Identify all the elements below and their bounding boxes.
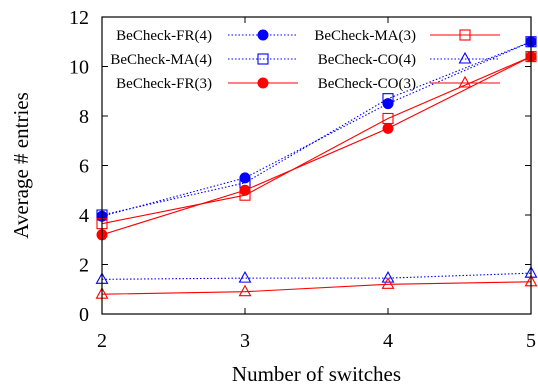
legend-label: BeCheck-FR(4) — [116, 28, 212, 44]
series-line — [101, 281, 532, 295]
series — [95, 266, 538, 284]
legend-item: BeCheck-MA(4) — [110, 52, 298, 68]
data-point — [382, 112, 394, 125]
legend-swatch-marker — [458, 75, 472, 88]
y-tick-label: 0 — [79, 304, 89, 326]
x-tick-label: 3 — [240, 330, 250, 352]
x-tick-label: 5 — [526, 330, 536, 352]
legend-item: BeCheck-FR(4) — [116, 28, 298, 44]
x-axis-title: Number of switches — [232, 362, 401, 386]
x-tick-label: 2 — [97, 330, 107, 352]
data-point — [238, 270, 252, 283]
series-line — [101, 272, 532, 280]
legend-swatch-marker — [257, 77, 269, 89]
data-point — [239, 189, 251, 201]
data-point — [382, 122, 394, 134]
series-line — [101, 41, 532, 216]
data-point — [382, 93, 394, 105]
legend-label: BeCheck-MA(3) — [314, 28, 416, 44]
legend-item: BeCheck-FR(3) — [116, 76, 298, 92]
data-point — [238, 284, 252, 297]
data-point — [381, 277, 395, 289]
legend-label: BeCheck-CO(4) — [318, 52, 416, 68]
y-tick-label: 6 — [79, 156, 89, 178]
plot-frame — [101, 16, 532, 315]
y-axis-title: Average # entries — [9, 92, 33, 239]
data-point — [381, 270, 395, 283]
y-tick-label: 4 — [79, 205, 89, 227]
legend-label: BeCheck-CO(3) — [318, 76, 416, 92]
y-tick-label: 10 — [69, 57, 89, 79]
legend-item: BeCheck-CO(3) — [318, 75, 500, 92]
legend-swatch-marker — [458, 51, 472, 64]
y-tick-label: 2 — [79, 255, 89, 277]
legend: BeCheck-FR(4) BeCheck-MA(3) BeCheck-MA(4) B… — [110, 28, 500, 92]
legend-swatch-marker — [257, 29, 269, 41]
legend-label: BeCheck-FR(3) — [116, 76, 212, 92]
x-tick-label: 4 — [383, 330, 393, 352]
legend-item: BeCheck-MA(3) — [314, 28, 500, 44]
y-tick-label: 8 — [79, 106, 89, 128]
series-line — [101, 56, 532, 236]
legend-swatch-marker — [459, 29, 471, 41]
y-tick-label: 12 — [69, 7, 89, 29]
series-line — [101, 41, 532, 217]
legend-label: BeCheck-MA(4) — [110, 52, 212, 68]
legend-item: BeCheck-CO(4) — [318, 51, 500, 68]
legend-swatch-marker — [257, 53, 269, 65]
